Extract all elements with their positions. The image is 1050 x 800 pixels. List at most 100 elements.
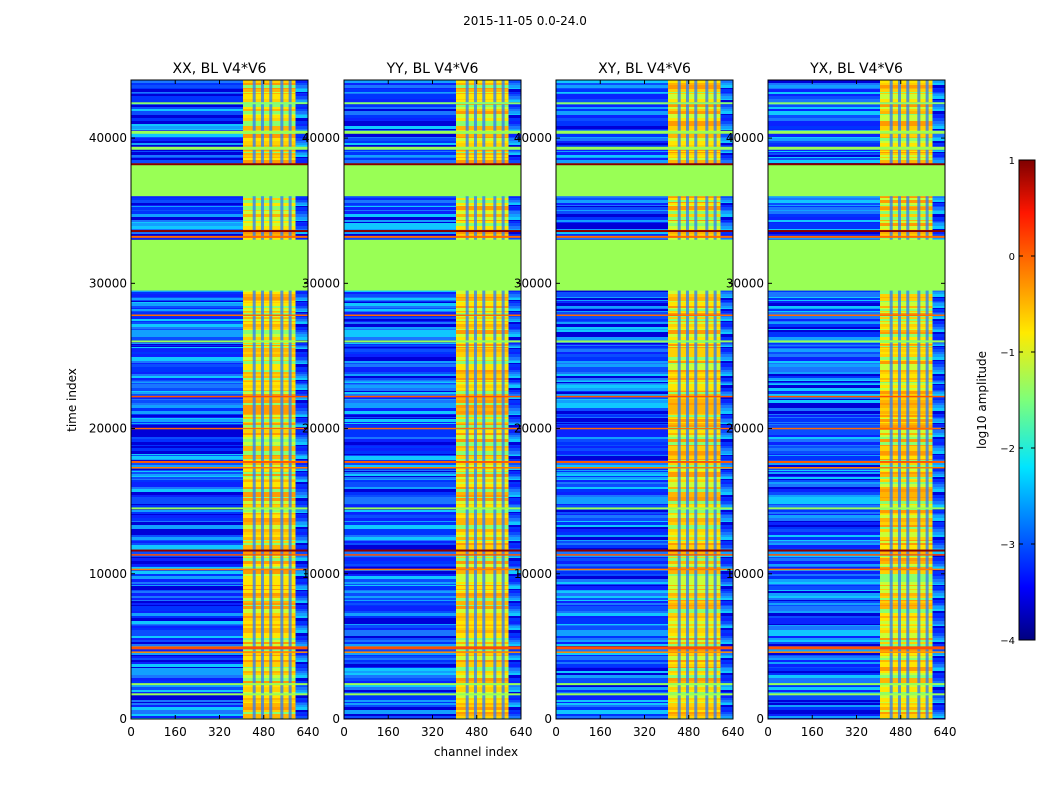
rfi-line: [556, 460, 733, 463]
heatmap-row: [556, 210, 669, 211]
heatmap-row: [131, 238, 244, 239]
heatmap-row: [508, 584, 521, 585]
heatmap-row: [720, 322, 733, 324]
heatmap-row: [932, 593, 945, 596]
heatmap-row: [295, 85, 308, 88]
heatmap-row: [932, 94, 945, 96]
heatmap-row: [508, 214, 521, 217]
y-tick-label: 40000: [726, 131, 764, 145]
rfi-line: [768, 427, 945, 430]
heatmap-row: [556, 636, 669, 638]
heatmap-row: [344, 601, 457, 603]
heatmap-row: [720, 638, 733, 640]
heatmap-row: [720, 417, 733, 418]
heatmap-row: [131, 439, 244, 442]
heatmap-row: [131, 384, 244, 385]
heatmap-row: [720, 126, 733, 129]
heatmap-row: [344, 115, 457, 118]
heatmap-row: [768, 535, 881, 537]
heatmap-row: [720, 415, 733, 417]
heatmap-row: [295, 346, 308, 347]
heatmap-row: [556, 391, 669, 392]
heatmap-row: [131, 152, 244, 153]
heatmap-row: [556, 707, 669, 710]
heatmap-row: [295, 589, 308, 590]
heatmap-row: [295, 374, 308, 376]
heatmap-row: [932, 470, 945, 471]
heatmap-row: [295, 207, 308, 210]
heatmap-row: [932, 239, 945, 240]
heatmap-row: [508, 687, 521, 690]
heatmap-row: [344, 327, 457, 329]
heatmap-row: [556, 414, 669, 415]
heatmap-row: [768, 621, 881, 624]
heatmap-row: [295, 561, 308, 564]
heatmap-row: [295, 211, 308, 214]
heatmap-row: [720, 579, 733, 582]
rfi-line: [131, 314, 308, 317]
heatmap-row: [720, 574, 733, 576]
heatmap-row: [344, 312, 457, 313]
heatmap-row: [344, 370, 457, 372]
heatmap-row: [344, 198, 457, 200]
heatmap-row: [768, 319, 881, 321]
heatmap-row: [720, 480, 733, 482]
heatmap-row: [295, 624, 308, 625]
heatmap-row: [720, 141, 733, 143]
heatmap-row: [556, 433, 669, 435]
heatmap-row: [932, 606, 945, 609]
heatmap-row: [556, 344, 669, 345]
heatmap-row: [508, 638, 521, 640]
heatmap-row: [131, 311, 244, 312]
heatmap-row: [932, 422, 945, 423]
heatmap-row: [720, 152, 733, 153]
heatmap-row: [768, 324, 881, 327]
heatmap-row: [344, 360, 457, 361]
heatmap-row: [344, 214, 457, 217]
heatmap-row: [344, 321, 457, 322]
rfi-line: [556, 340, 733, 343]
heatmap-row: [768, 312, 881, 313]
heatmap-row: [932, 419, 945, 422]
heatmap-row: [556, 479, 669, 480]
heatmap-row: [295, 100, 308, 102]
heatmap-row: [556, 525, 669, 527]
heatmap-row: [768, 465, 881, 467]
heatmap-row: [768, 514, 881, 515]
heatmap-row: [131, 308, 244, 309]
heatmap-row: [932, 158, 945, 160]
heatmap-row: [344, 640, 457, 642]
heatmap-row: [295, 495, 308, 497]
heatmap-row: [720, 361, 733, 363]
heatmap-row: [295, 357, 308, 360]
heatmap-row: [556, 214, 669, 217]
heatmap-row: [720, 94, 733, 96]
heatmap-row: [720, 479, 733, 480]
heatmap-row: [131, 621, 244, 624]
rfi-line: [556, 693, 733, 696]
heatmap-row: [556, 332, 669, 334]
heatmap-row: [295, 390, 308, 391]
channel-gap: [906, 80, 910, 719]
heatmap-row: [768, 529, 881, 532]
heatmap-row: [508, 207, 521, 210]
heatmap-row: [720, 716, 733, 718]
heatmap-row: [932, 585, 945, 586]
heatmap-row: [768, 598, 881, 600]
rfi-line: [556, 230, 733, 233]
heatmap-row: [932, 129, 945, 130]
colorbar-tick-label: −4: [1000, 636, 1015, 647]
heatmap-row: [131, 303, 244, 306]
heatmap-row: [556, 448, 669, 451]
heatmap-row: [344, 484, 457, 487]
heatmap-row: [344, 705, 457, 707]
heatmap-row: [131, 505, 244, 508]
heatmap-row: [295, 319, 308, 321]
heatmap-row: [295, 585, 308, 586]
heatmap-row: [295, 210, 308, 211]
heatmap-row: [344, 363, 457, 364]
heatmap-row: [768, 525, 881, 527]
heatmap-row: [556, 96, 669, 99]
heatmap-row: [556, 160, 669, 163]
heatmap-row: [295, 642, 308, 644]
